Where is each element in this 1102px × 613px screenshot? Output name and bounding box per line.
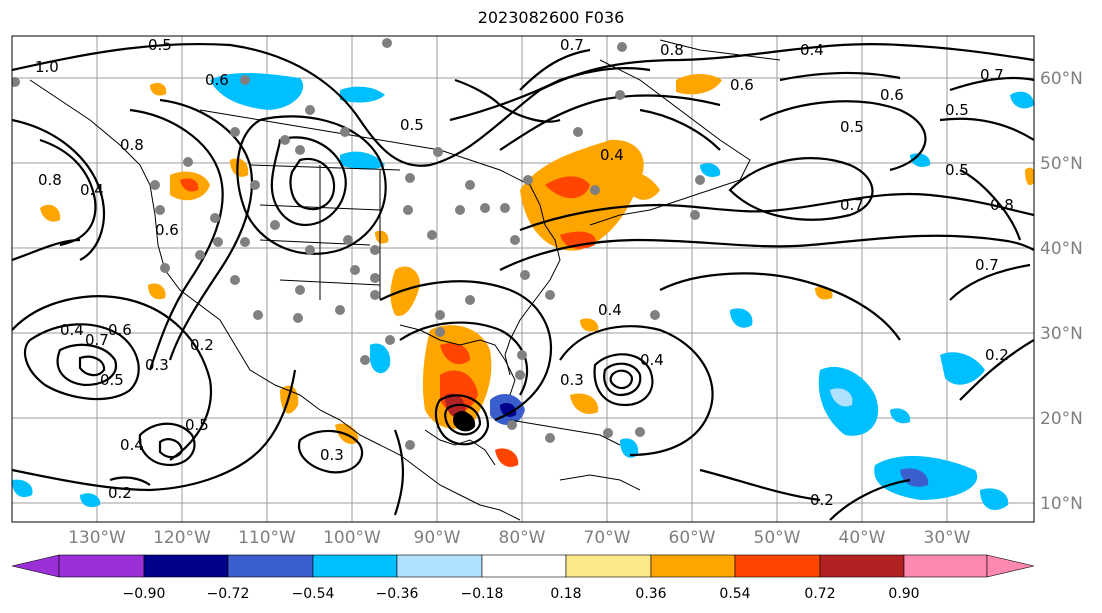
longitude-label: 50°W — [754, 528, 801, 548]
contour-label: 0.6 — [880, 86, 904, 104]
longitude-label: 30°W — [924, 528, 971, 548]
longitude-label: 70°W — [584, 528, 631, 548]
colorbar-tick: −0.72 — [207, 586, 250, 602]
contour-label: 0.6 — [205, 71, 229, 89]
latitude-label: 10°N — [1040, 494, 1083, 514]
colorbar-ticks: −0.90 −0.72 −0.54 −0.36 −0.18 0.18 0.36 … — [123, 586, 920, 602]
colorbar-tick: −0.36 — [376, 586, 419, 602]
longitude-label: 60°W — [669, 528, 716, 548]
longitude-label: 120°W — [153, 528, 211, 548]
contour-label: 0.7 — [840, 196, 864, 214]
colorbar — [11, 554, 1035, 578]
contour-label: 0.5 — [840, 118, 864, 136]
contour-label: 0.2 — [190, 336, 214, 354]
contour-label: 0.4 — [120, 436, 144, 454]
contour-label: 0.4 — [80, 181, 104, 199]
contour-label: 0.4 — [600, 146, 624, 164]
shaded-field — [12, 73, 1034, 510]
latitude-label: 20°N — [1040, 409, 1083, 429]
storm-center-marker — [453, 411, 471, 429]
contour-label: 0.7 — [980, 66, 1004, 84]
contour-label-group: 1.0 0.5 0.4 0.6 0.5 0.8 0.7 0.6 0.5 0.4 … — [35, 36, 1014, 509]
contour-label: 0.6 — [108, 321, 132, 339]
longitude-label: 100°W — [323, 528, 381, 548]
longitude-label: 90°W — [414, 528, 461, 548]
contour-label: 0.7 — [975, 256, 999, 274]
colorbar-tick: 0.90 — [888, 586, 919, 602]
colorbar-extend-max — [986, 554, 1035, 578]
latitude-label: 60°N — [1040, 69, 1083, 89]
contour-label: 0.4 — [640, 351, 664, 369]
latitude-label: 30°N — [1040, 324, 1083, 344]
latitude-label: 40°N — [1040, 239, 1083, 259]
colorbar-tick: −0.90 — [123, 586, 166, 602]
contour-label: 0.3 — [560, 371, 584, 389]
latitude-label: 50°N — [1040, 154, 1083, 174]
contour-label: 0.5 — [185, 416, 209, 434]
contour-label: 0.8 — [990, 196, 1014, 214]
contour-label: 0.5 — [100, 371, 124, 389]
contour-label: 0.5 — [945, 101, 969, 119]
map-title: 2023082600 F036 — [477, 8, 625, 27]
colorbar-tick: −0.18 — [461, 586, 504, 602]
contour-label: 0.3 — [145, 356, 169, 374]
contour-label: 0.2 — [985, 346, 1009, 364]
contour-label: 0.5 — [148, 36, 172, 54]
contour-label: 0.3 — [320, 446, 344, 464]
contour-label: 0.4 — [598, 301, 622, 319]
map-border — [11, 35, 1035, 523]
contour-label: 1.0 — [35, 58, 59, 76]
contour-label: 0.4 — [60, 321, 84, 339]
contour-label: 0.4 — [800, 41, 824, 59]
contour-label: 0.7 — [85, 331, 109, 349]
contour-label: 0.8 — [120, 136, 144, 154]
colorbar-tick: 0.18 — [550, 586, 581, 602]
contour-label: 0.6 — [155, 221, 179, 239]
contour-label: 0.5 — [945, 161, 969, 179]
contour-label: 0.5 — [400, 116, 424, 134]
contour-label: 0.8 — [660, 41, 684, 59]
colorbar-tick: 0.54 — [719, 586, 750, 602]
latitude-axis: 60°N 50°N 40°N 30°N 20°N 10°N — [1040, 69, 1083, 514]
colorbar-tick: 0.72 — [804, 586, 835, 602]
station-markers — [12, 38, 705, 450]
contour-label: 0.2 — [810, 491, 834, 509]
colorbar-tick: 0.36 — [635, 586, 666, 602]
colorbar-tick: −0.54 — [292, 586, 335, 602]
longitude-label: 80°W — [499, 528, 546, 548]
contour-label: 0.8 — [38, 171, 62, 189]
colorbar-extend-min — [11, 554, 60, 578]
longitude-label: 40°W — [839, 528, 886, 548]
longitude-label: 130°W — [68, 528, 126, 548]
contour-label: 0.7 — [560, 36, 584, 54]
longitude-axis: 130°W 120°W 110°W 100°W 90°W 80°W 70°W 6… — [68, 528, 971, 548]
contour-label: 0.2 — [108, 484, 132, 502]
contour-label: 0.6 — [730, 76, 754, 94]
longitude-label: 110°W — [238, 528, 296, 548]
